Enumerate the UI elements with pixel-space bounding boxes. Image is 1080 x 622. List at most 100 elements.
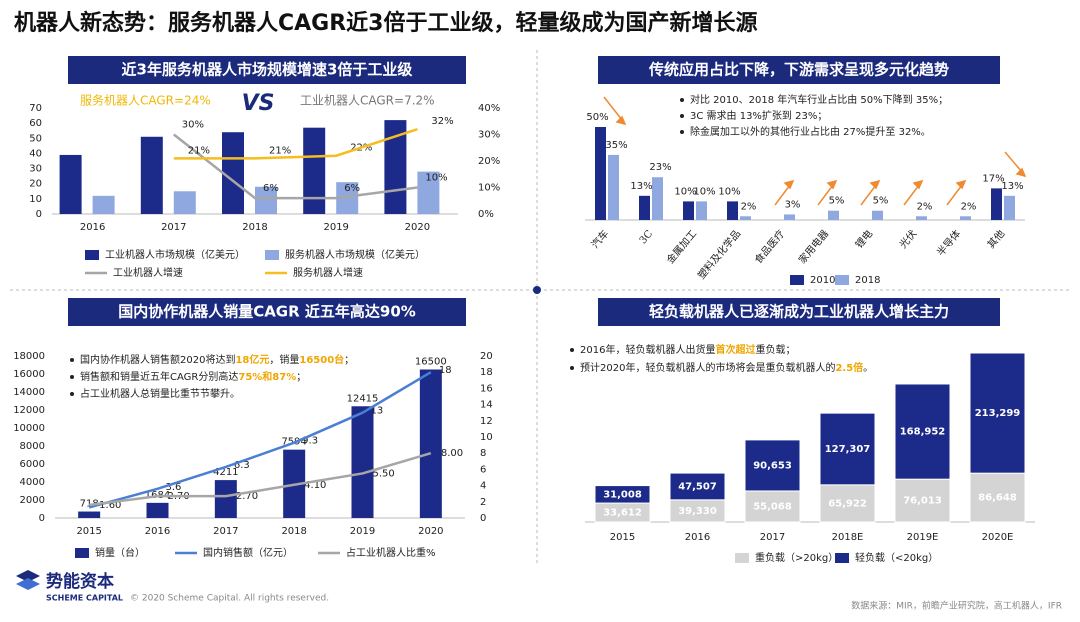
text-segment: 占工业机器人总销量比重节节攀升。 xyxy=(80,387,240,400)
legend-swatch xyxy=(85,250,99,260)
highlight-text: 75%和87% xyxy=(238,370,296,383)
bar xyxy=(784,214,795,220)
data-label: 30% xyxy=(182,120,204,131)
line xyxy=(89,452,432,507)
data-label: 2% xyxy=(961,201,977,212)
data-label: 35% xyxy=(605,140,627,151)
bar xyxy=(1004,195,1015,220)
data-label: 10% xyxy=(674,186,696,197)
y-tick-label: 14000 xyxy=(13,387,45,398)
legend-swatch xyxy=(735,553,749,563)
data-label: 6% xyxy=(263,183,279,194)
data-label: 6% xyxy=(344,183,360,194)
text-segment: 2016年，轻负载机器人出货量 xyxy=(580,343,715,356)
data-label: 4211 xyxy=(213,467,238,478)
x-tick-label: 金属加工 xyxy=(664,227,700,266)
y-tick-label: 0 xyxy=(39,513,45,524)
y-tick-label: 50 xyxy=(29,133,42,144)
bar xyxy=(59,154,82,214)
panel-banner xyxy=(598,56,1000,84)
legend-swatch xyxy=(265,250,279,260)
bar xyxy=(639,195,650,220)
y2-tick-label: 10% xyxy=(478,183,500,194)
y-tick-label: 20 xyxy=(29,179,42,190)
data-label: 23% xyxy=(649,162,671,173)
y2-tick-label: 30% xyxy=(478,130,500,141)
bullet-text: 预计2020年，轻负载机器人的市场将会是重负载机器人的2.5倍。 xyxy=(580,361,873,374)
y-tick-label: 18000 xyxy=(13,351,45,362)
y-tick-label: 10000 xyxy=(13,423,45,434)
data-label: 10% xyxy=(425,173,447,184)
logo xyxy=(16,570,40,590)
y2-tick-label: 18 xyxy=(480,367,493,378)
x-tick-label: 锂电 xyxy=(852,227,875,251)
data-label: 12415 xyxy=(347,393,379,404)
data-label: 18 xyxy=(439,365,452,376)
y-tick-label: 16000 xyxy=(13,369,45,380)
data-label: 10% xyxy=(693,186,715,197)
x-tick-label: 2020 xyxy=(418,526,443,537)
data-label: 5.50 xyxy=(373,468,395,479)
legend-swatch xyxy=(835,275,849,285)
bar-segment xyxy=(744,439,801,492)
bar xyxy=(696,201,707,220)
highlight-text: 首次超过 xyxy=(715,343,755,356)
data-label: 31,008 xyxy=(603,489,642,500)
y2-tick-label: 10 xyxy=(480,432,493,443)
legend-label: 2010 xyxy=(810,275,835,286)
bullet-text: 销售额和销量近五年CAGR分别高达75%和87%； xyxy=(80,370,306,383)
bar xyxy=(214,480,237,518)
text-segment: 预计2020年，轻负载机器人的市场将会是重负载机器人的 xyxy=(580,361,835,374)
data-label: 55,068 xyxy=(753,501,792,512)
data-label: 13% xyxy=(630,181,652,192)
bar xyxy=(417,171,440,214)
bar xyxy=(78,511,101,518)
x-tick-label: 2018E xyxy=(832,532,864,543)
bar-segment xyxy=(594,485,651,504)
x-tick-label: 食品医疗 xyxy=(752,227,788,266)
data-label: 65,922 xyxy=(828,498,867,509)
panel-banner xyxy=(598,298,1000,326)
bullet-dot xyxy=(70,375,74,379)
data-label: 21% xyxy=(188,145,210,156)
bar xyxy=(683,201,694,220)
data-label: 86,648 xyxy=(978,493,1017,504)
highlight-text: 16500台 xyxy=(299,353,344,366)
data-label: 8.00 xyxy=(441,448,463,459)
panel-title: 国内协作机器人销量CAGR 近五年高达90% xyxy=(118,303,416,321)
legend-label: 销量（台） xyxy=(95,546,145,559)
data-label: 9.3 xyxy=(302,436,318,447)
data-label: 5% xyxy=(829,196,845,207)
y-tick-label: 30 xyxy=(29,164,42,175)
bullet-dot xyxy=(70,392,74,396)
y2-tick-label: 20 xyxy=(480,351,493,362)
divider-dot xyxy=(533,286,541,294)
source-note: 数据来源：MIR，前瞻产业研究院，高工机器人，IFR xyxy=(851,600,1062,612)
y-tick-label: 60 xyxy=(29,118,42,129)
y2-tick-label: 0% xyxy=(478,209,494,220)
bullet-text: 除金属加工以外的其他行业占比由 27%提升至 32%。 xyxy=(690,125,931,138)
bullet-dot xyxy=(680,114,684,118)
bar xyxy=(960,216,971,220)
bar xyxy=(351,406,374,518)
data-label: 6.3 xyxy=(234,460,250,471)
bullet-dot xyxy=(680,98,684,102)
text-segment: 销售额和销量近五年CAGR分别高达 xyxy=(80,370,238,383)
x-tick-label: 2016 xyxy=(80,222,105,233)
x-tick-label: 2018 xyxy=(242,222,267,233)
bullet-text: 国内协作机器人销售额2020将达到18亿元，销量16500台； xyxy=(80,353,354,366)
x-tick-label: 其他 xyxy=(984,227,1007,251)
bar xyxy=(140,136,163,214)
data-label: 50% xyxy=(586,112,608,123)
legend-swatch xyxy=(835,553,849,563)
y-tick-label: 40 xyxy=(29,148,42,159)
bar xyxy=(740,216,751,220)
bar xyxy=(652,177,663,220)
data-label: 21% xyxy=(269,145,291,156)
bar xyxy=(872,210,883,220)
x-tick-label: 3C xyxy=(638,228,656,246)
bullet-text: 占工业机器人总销量比重节节攀升。 xyxy=(80,387,240,400)
highlight-text: 2.5倍 xyxy=(835,361,863,374)
legend-label: 轻负载（<20kg） xyxy=(855,551,938,564)
text-segment: ； xyxy=(344,355,354,366)
